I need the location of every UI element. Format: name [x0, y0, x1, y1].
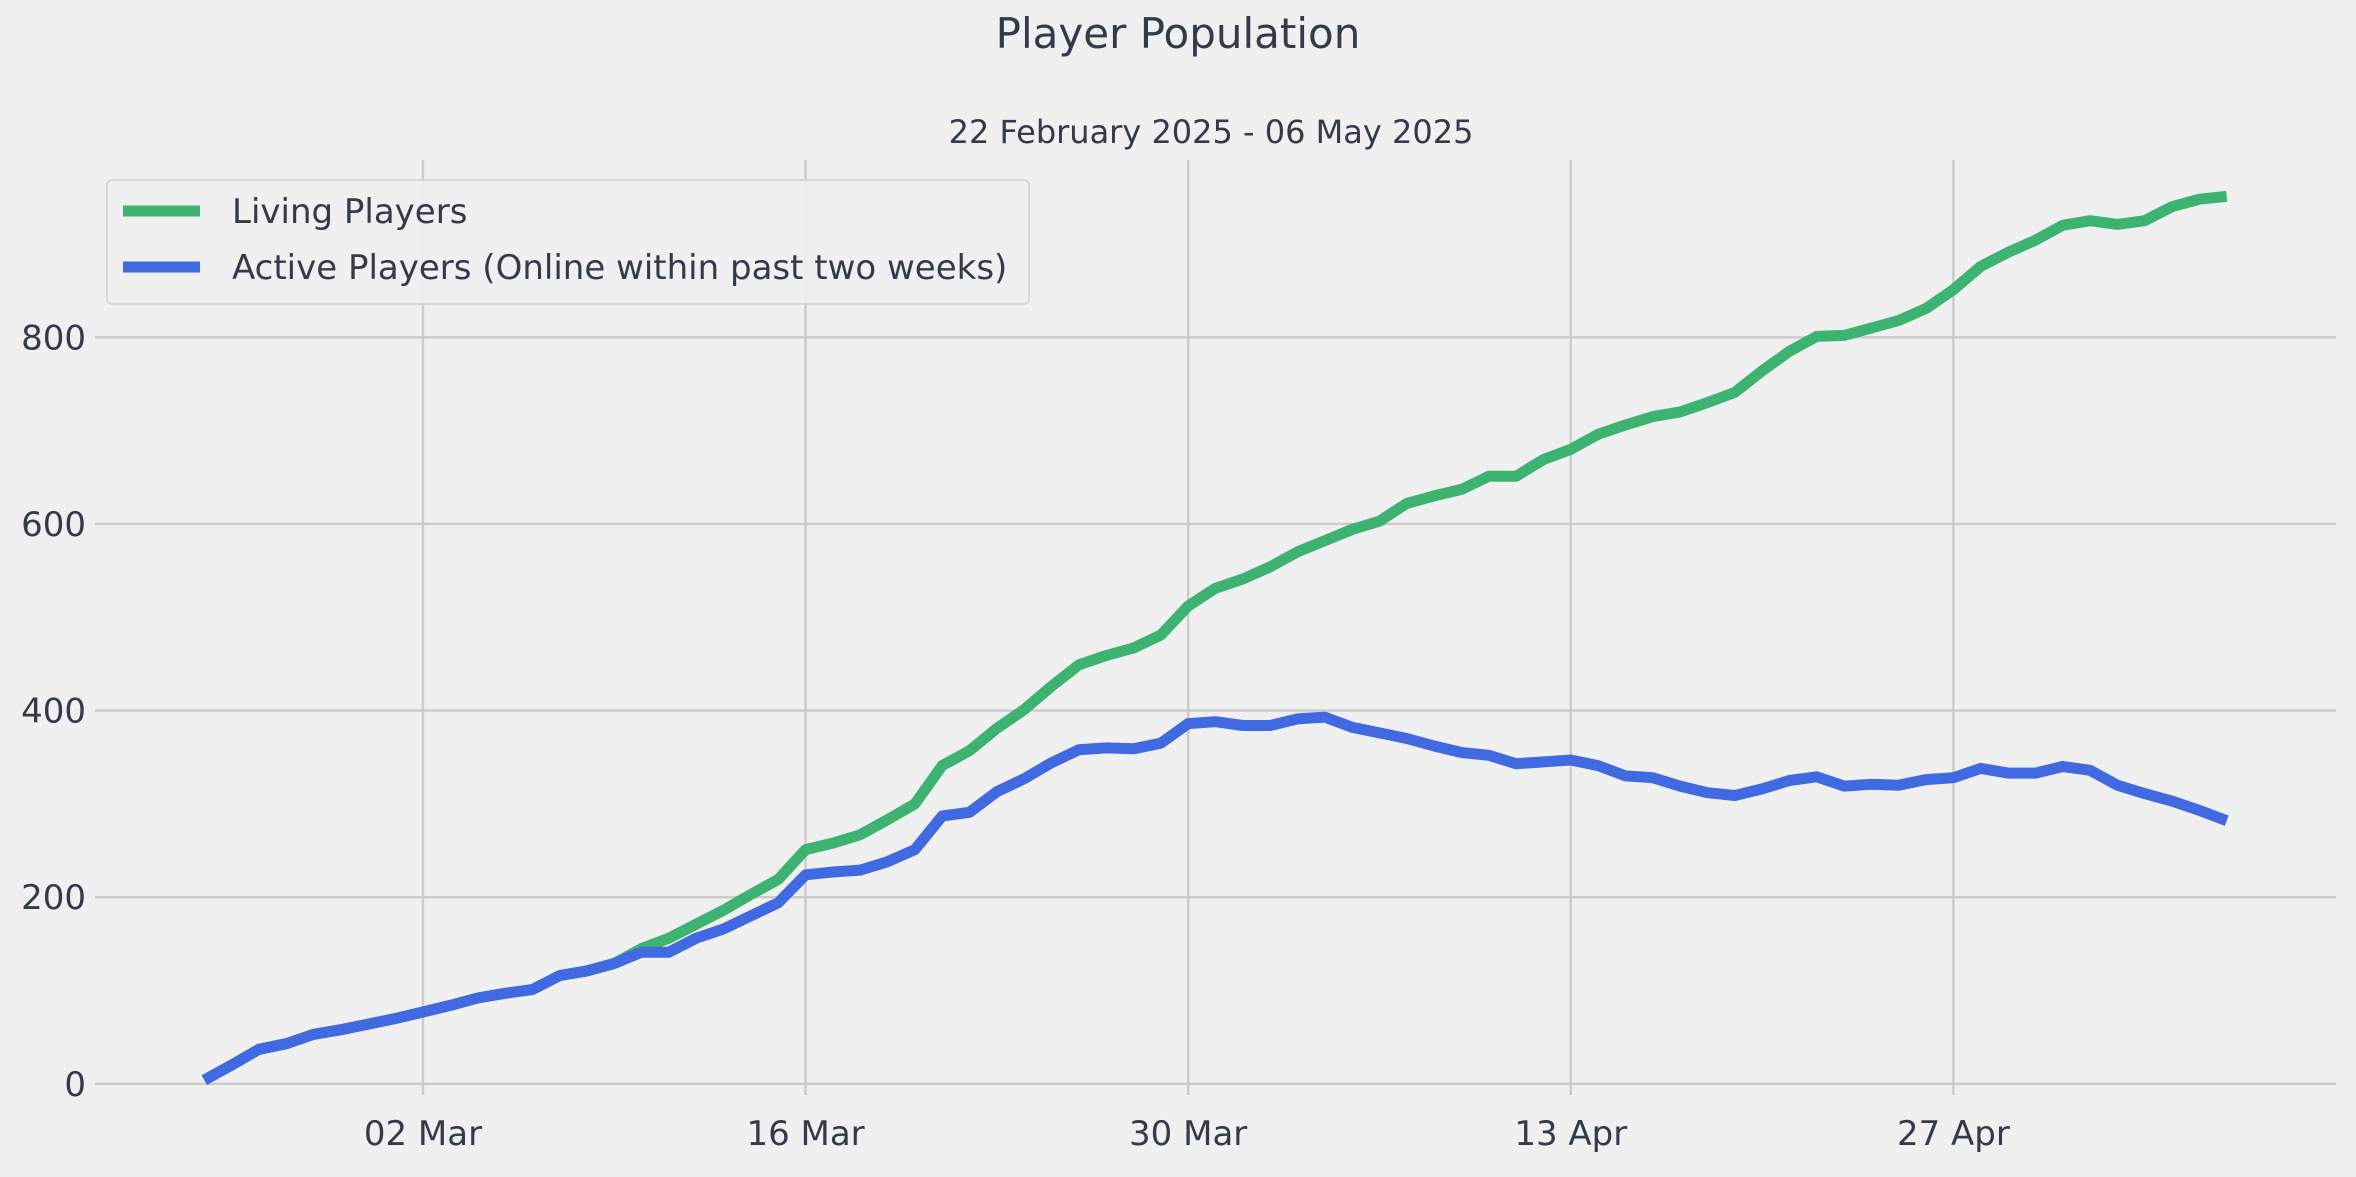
y-tick-label: 200 — [21, 878, 86, 918]
chart-subtitle: 22 February 2025 - 06 May 2025 — [949, 113, 1474, 151]
legend: Living Players Active Players (Online wit… — [106, 179, 1030, 305]
x-tick-label: 27 Apr — [1897, 1114, 2010, 1154]
y-tick-label: 600 — [21, 505, 86, 545]
series-line-living-players — [201, 190, 2228, 1085]
series-lines — [201, 190, 2229, 1085]
legend-label: Active Players (Online within past two w… — [232, 248, 1007, 288]
y-tick-label: 400 — [21, 692, 86, 732]
y-tick-label: 0 — [64, 1065, 86, 1105]
legend-box — [106, 179, 1030, 305]
chart-title: Player Population — [996, 9, 1361, 58]
series-line-active-players — [201, 711, 2229, 1085]
grid — [95, 160, 2336, 1095]
x-tick-label: 02 Mar — [364, 1114, 482, 1154]
y-tick-label: 800 — [21, 318, 86, 358]
x-tick-label: 16 Mar — [746, 1114, 864, 1154]
legend-label: Living Players — [232, 192, 467, 232]
x-tick-label: 13 Apr — [1514, 1114, 1627, 1154]
axis-tick-labels: 0 200 400 600 800 02 Mar 16 Mar 30 Mar 13 Apr 27 … — [21, 318, 2010, 1154]
x-tick-label: 30 Mar — [1129, 1114, 1247, 1154]
